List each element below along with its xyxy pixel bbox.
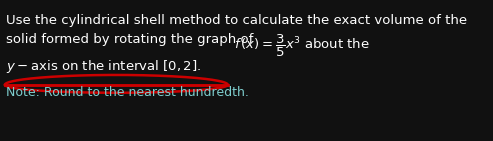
Text: Use the cylindrical shell method to calculate the exact volume of the: Use the cylindrical shell method to calc… — [6, 14, 467, 27]
Text: $f\,(x) = \dfrac{3}{5}x^3$ about the: $f\,(x) = \dfrac{3}{5}x^3$ about the — [234, 32, 369, 59]
Text: Note: Round to the nearest hundredth.: Note: Round to the nearest hundredth. — [6, 86, 249, 99]
Text: solid formed by rotating the graph of: solid formed by rotating the graph of — [6, 33, 258, 46]
Text: $y-$axis on the interval $\left[0, 2\right].$: $y-$axis on the interval $\left[0, 2\rig… — [6, 58, 202, 75]
